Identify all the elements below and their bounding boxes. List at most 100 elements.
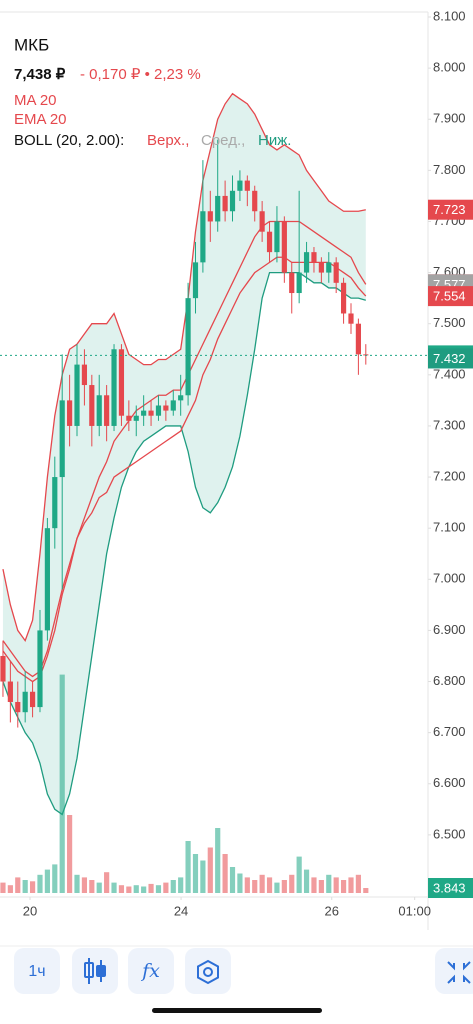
- candle-icon: [84, 958, 106, 984]
- price-badge-label: 7.554: [433, 289, 466, 304]
- y-tick-label: 6.800: [433, 673, 466, 688]
- ema-label: EMA 20: [14, 111, 67, 128]
- y-tick-label: 7.900: [433, 111, 466, 126]
- volume-bar: [274, 882, 280, 893]
- candle-body: [340, 282, 347, 314]
- volume-bar: [37, 874, 43, 893]
- candle-body: [215, 195, 221, 222]
- x-tick-label: 01:00: [398, 903, 431, 918]
- candle-body: [96, 395, 102, 426]
- x-tick-label: 26: [325, 903, 339, 918]
- volume-bar: [126, 886, 132, 893]
- volume-bar: [178, 877, 184, 893]
- change: - 0,170 ₽ • 2,23 %: [80, 66, 201, 83]
- volume-bar: [200, 860, 206, 893]
- price-badge-label: 7.723: [433, 202, 466, 217]
- volume-bar: [244, 877, 250, 893]
- indicators-label: fx: [140, 960, 160, 982]
- candle-body: [118, 349, 125, 416]
- candle-body: [259, 211, 265, 232]
- candle-body: [141, 410, 147, 416]
- candle-body: [0, 655, 6, 682]
- candle-body: [266, 231, 273, 253]
- candle-body: [326, 262, 332, 273]
- volume-bar: [0, 882, 6, 893]
- fullscreen-icon: [447, 961, 471, 984]
- y-tick-label: 8.000: [433, 60, 466, 75]
- candle-body: [229, 190, 236, 212]
- volume-bar: [326, 874, 332, 893]
- volume-bar: [155, 885, 162, 893]
- volume-bar: [7, 885, 13, 893]
- x-tick-label: 24: [174, 903, 188, 918]
- candle-body: [163, 405, 169, 411]
- fullscreen-button[interactable]: [435, 948, 473, 994]
- candle-body: [274, 221, 280, 253]
- boll-label: BOLL (20, 2.00):: [14, 132, 124, 149]
- ticker: МКБ: [14, 35, 49, 54]
- volume-bar: [259, 874, 265, 893]
- volume-bar: [333, 877, 339, 893]
- volume-bar: [141, 886, 147, 893]
- candle-body: [133, 415, 139, 421]
- price-badge: [428, 348, 473, 369]
- volume-bar: [192, 854, 199, 893]
- candle-body: [192, 262, 199, 299]
- volume-bar: [148, 883, 154, 893]
- volume-bar: [67, 815, 73, 893]
- candle-body: [81, 364, 88, 386]
- volume-bar: [22, 880, 28, 893]
- candle-body: [89, 385, 95, 426]
- y-tick-label: 8.100: [433, 8, 466, 23]
- price-badge: [428, 286, 473, 307]
- y-tick-label: 7.400: [433, 366, 466, 381]
- boll-upper-line: [2, 92, 366, 643]
- y-tick-label: 6.900: [433, 622, 466, 637]
- indicators-button[interactable]: [128, 948, 174, 994]
- volume-bar: [318, 880, 324, 893]
- volume-bar: [163, 882, 169, 893]
- volume-badge-label: 3.843: [433, 880, 466, 895]
- volume-bar: [111, 882, 117, 893]
- volume-bar: [52, 864, 58, 893]
- interval-button[interactable]: [14, 948, 60, 994]
- y-tick-label: 7.200: [433, 468, 466, 483]
- candle-body: [207, 211, 213, 222]
- volume-bar: [81, 877, 88, 893]
- volume-bar: [340, 880, 347, 893]
- plot: [0, 16, 431, 900]
- candle-body: [244, 180, 250, 191]
- price-badge-label: 7.432: [433, 351, 466, 366]
- volume-bar: [348, 877, 354, 893]
- volume-bar: [303, 869, 310, 893]
- volume-bar: [237, 873, 243, 893]
- x-tick-label: 20: [23, 903, 37, 918]
- candle-body: [333, 262, 339, 283]
- candle-body: [37, 630, 43, 708]
- candle-body: [22, 691, 28, 713]
- chart-type-button[interactable]: [72, 948, 118, 994]
- candle-body: [296, 272, 302, 294]
- y-tick-label: 6.600: [433, 775, 466, 790]
- volume-bar: [133, 885, 139, 893]
- candle-body: [126, 415, 132, 421]
- candle-body: [170, 400, 176, 411]
- candle-body: [318, 262, 324, 273]
- volume-bar: [266, 877, 273, 893]
- volume-badge: [428, 878, 473, 899]
- volume-bar: [207, 847, 213, 893]
- volume-bar: [104, 872, 110, 893]
- band-fill: [2, 93, 366, 815]
- volume-bar: [229, 867, 236, 893]
- settings-button[interactable]: [185, 948, 231, 994]
- ma-label: MA 20: [14, 92, 57, 109]
- settings-icon: [197, 959, 219, 985]
- candle-body: [59, 400, 65, 478]
- volume-bar: [289, 874, 295, 893]
- volume-bar: [185, 841, 191, 893]
- candle-body: [44, 528, 50, 631]
- candle-body: [67, 400, 73, 426]
- boll-upper: Верх.,: [147, 132, 189, 149]
- volume-bar: [296, 856, 302, 893]
